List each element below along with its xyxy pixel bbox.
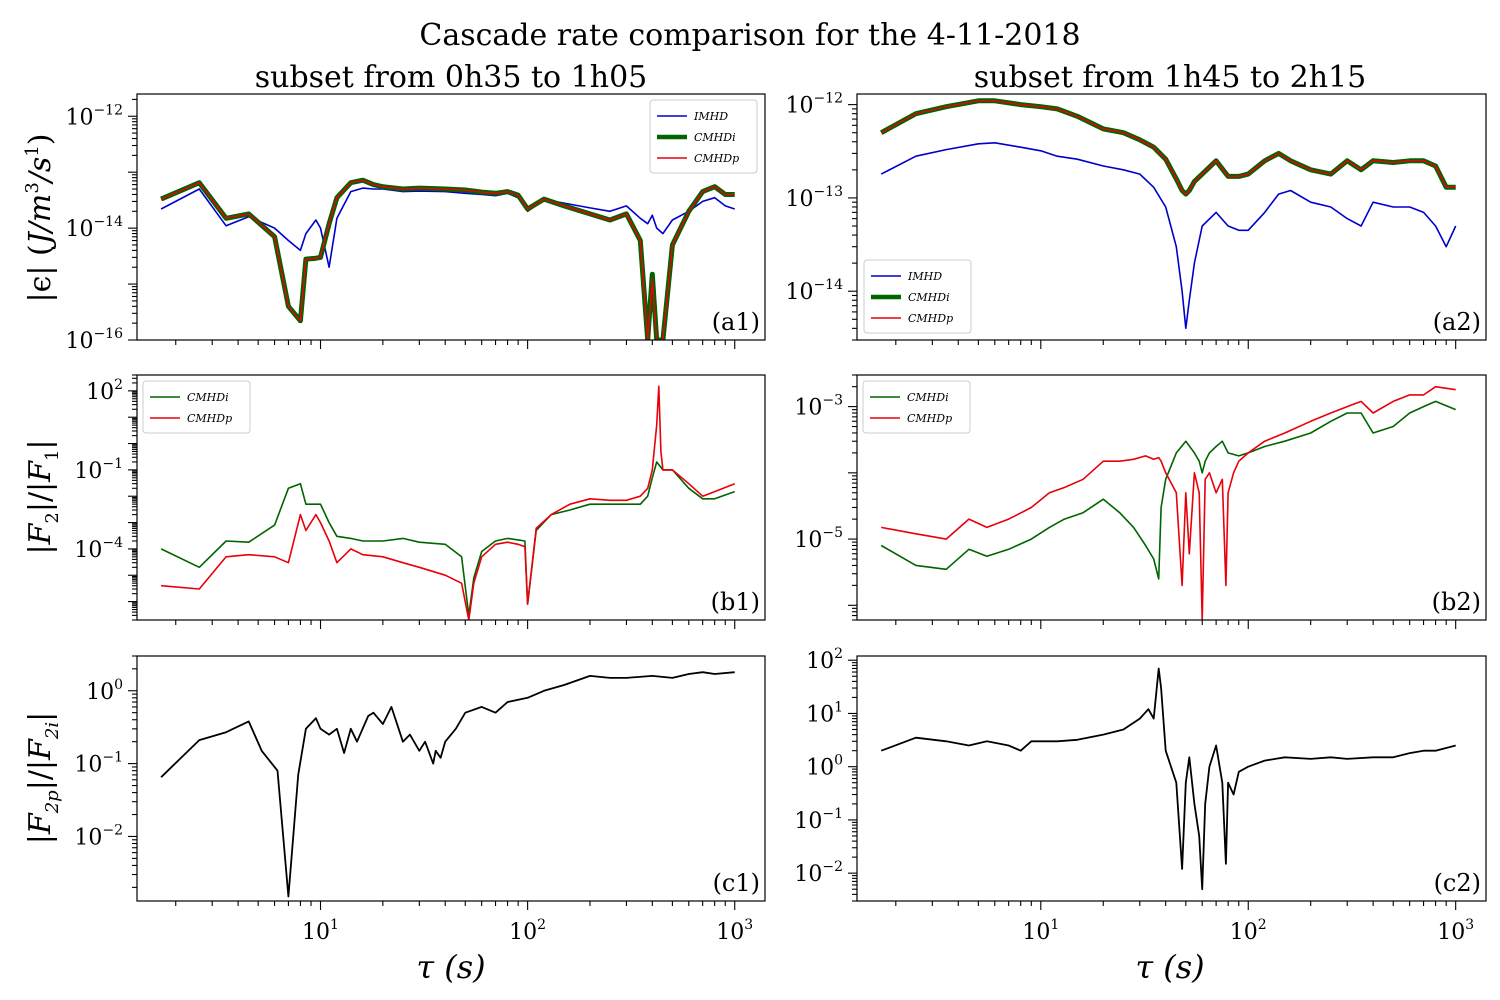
legend-label: IMHD bbox=[907, 270, 942, 283]
panel-a1: 10−12 10−14 10−16 (a1) IMHD CMHDi CMHDp bbox=[65, 93, 766, 354]
legend-label: CMHDi bbox=[908, 291, 950, 304]
series-ratio-line bbox=[880, 667, 1456, 891]
y-tick-label: 10−16 bbox=[65, 326, 123, 354]
panel-label: (c2) bbox=[1434, 869, 1481, 897]
y-tick-label: 10−5 bbox=[794, 525, 843, 553]
x-tick-label: 103 bbox=[1437, 917, 1474, 945]
legend-box bbox=[863, 259, 972, 334]
panel-c1: 101 102 103 100 10−1 10−2 (c1) bbox=[74, 655, 766, 945]
ylabel-row-b: |F2|/|F1| bbox=[23, 439, 63, 554]
series-imhd-line bbox=[880, 142, 1457, 330]
y-tick-label: 10−2 bbox=[74, 822, 123, 850]
xlabel-left: τ (s) bbox=[416, 948, 485, 986]
series-cmhdi-line bbox=[160, 461, 735, 617]
figure-title: Cascade rate comparison for the 4-11-201… bbox=[419, 18, 1080, 53]
series-cmhdi-line bbox=[880, 400, 1457, 580]
legend-label: CMHDi bbox=[187, 391, 229, 404]
column-title-right: subset from 1h45 to 2h15 bbox=[974, 60, 1367, 95]
y-tick-label: 10−12 bbox=[65, 102, 123, 130]
axes-frame bbox=[856, 374, 1487, 621]
y-tick-label: 10−1 bbox=[794, 806, 843, 834]
legend: CMHDi CMHDp bbox=[862, 380, 971, 434]
series-cmhdp-line bbox=[880, 100, 1456, 195]
x-tick-label: 101 bbox=[302, 917, 339, 945]
series-cmhdp-line bbox=[160, 179, 735, 340]
y-tick-label: 10−4 bbox=[74, 535, 123, 563]
panel-b2: 10−3 10−5 (b2) CMHDi CMHDp bbox=[794, 374, 1487, 629]
ylabel-row-a: |ϵ| (J/m3/s1) bbox=[22, 134, 58, 303]
y-tick-label: 10−14 bbox=[785, 277, 843, 305]
series-ratio-line bbox=[160, 671, 735, 898]
series-cmhdp-line bbox=[161, 385, 735, 620]
y-tick-label: 10−12 bbox=[785, 91, 843, 119]
panel-label: (a1) bbox=[712, 308, 760, 336]
legend-box bbox=[862, 380, 971, 434]
x-tick-label: 103 bbox=[716, 917, 753, 945]
legend-label: CMHDp bbox=[908, 312, 953, 325]
series-cmhdi-line bbox=[160, 177, 735, 340]
legend-label: CMHDi bbox=[907, 391, 949, 404]
column-title-left: subset from 0h35 to 1h05 bbox=[255, 60, 648, 95]
legend-label: CMHDp bbox=[694, 152, 739, 165]
series-imhd-line bbox=[160, 187, 735, 268]
legend-label: CMHDi bbox=[694, 131, 736, 144]
legend: IMHD CMHDi CMHDp bbox=[649, 99, 758, 174]
legend-label: CMHDp bbox=[187, 412, 232, 425]
y-tick-label: 102 bbox=[86, 377, 123, 405]
y-tick-label: 10−3 bbox=[794, 393, 843, 421]
axes-frame bbox=[136, 93, 766, 341]
panel-label: (b2) bbox=[1432, 588, 1481, 616]
series-cmhdp-line bbox=[881, 385, 1456, 620]
xlabel-right: τ (s) bbox=[1135, 948, 1204, 986]
x-tick-label: 102 bbox=[509, 917, 546, 945]
legend-box bbox=[142, 380, 251, 434]
y-tick-label: 100 bbox=[806, 753, 843, 781]
y-tick-label: 10−1 bbox=[74, 750, 123, 778]
legend-label: IMHD bbox=[693, 110, 728, 123]
axis-labels-group: |ϵ| (J/m3/s1) |F2|/|F1| |F2p|/|F2i| τ (s) τ … bbox=[22, 134, 1205, 987]
panel-b1: 102 10−1 10−4 (b1) CMHDi CMHDp bbox=[74, 374, 766, 629]
y-tick-label: 10−14 bbox=[65, 214, 123, 242]
panel-label: (b1) bbox=[711, 588, 760, 616]
panel-label: (a2) bbox=[1433, 308, 1481, 336]
y-tick-label: 101 bbox=[806, 699, 843, 727]
y-tick-label: 102 bbox=[806, 646, 843, 674]
y-tick-label: 10−13 bbox=[785, 184, 843, 212]
x-tick-label: 101 bbox=[1022, 917, 1059, 945]
panel-label: (c1) bbox=[713, 869, 760, 897]
series-cmhdi-line bbox=[879, 98, 1456, 197]
y-tick-label: 10−2 bbox=[794, 859, 843, 887]
y-tick-label: 100 bbox=[86, 677, 123, 705]
y-tick-label: 10−1 bbox=[74, 456, 123, 484]
axes-frame bbox=[136, 655, 766, 902]
ylabel-row-c: |F2p|/|F2i| bbox=[23, 712, 63, 844]
panel-c2: 101 102 103 102 101 100 10−1 10−2 (c2) bbox=[794, 646, 1487, 945]
legend-box bbox=[649, 99, 758, 174]
legend-label: CMHDp bbox=[907, 412, 952, 425]
legend: IMHD CMHDi CMHDp bbox=[863, 259, 972, 334]
legend: CMHDi CMHDp bbox=[142, 380, 251, 434]
panel-a2: 10−12 10−13 10−14 (a2) IMHD CMHDi CMHDp bbox=[785, 91, 1487, 349]
x-tick-label: 102 bbox=[1230, 917, 1267, 945]
axes-frame bbox=[856, 93, 1487, 341]
axes-frame bbox=[856, 655, 1487, 902]
